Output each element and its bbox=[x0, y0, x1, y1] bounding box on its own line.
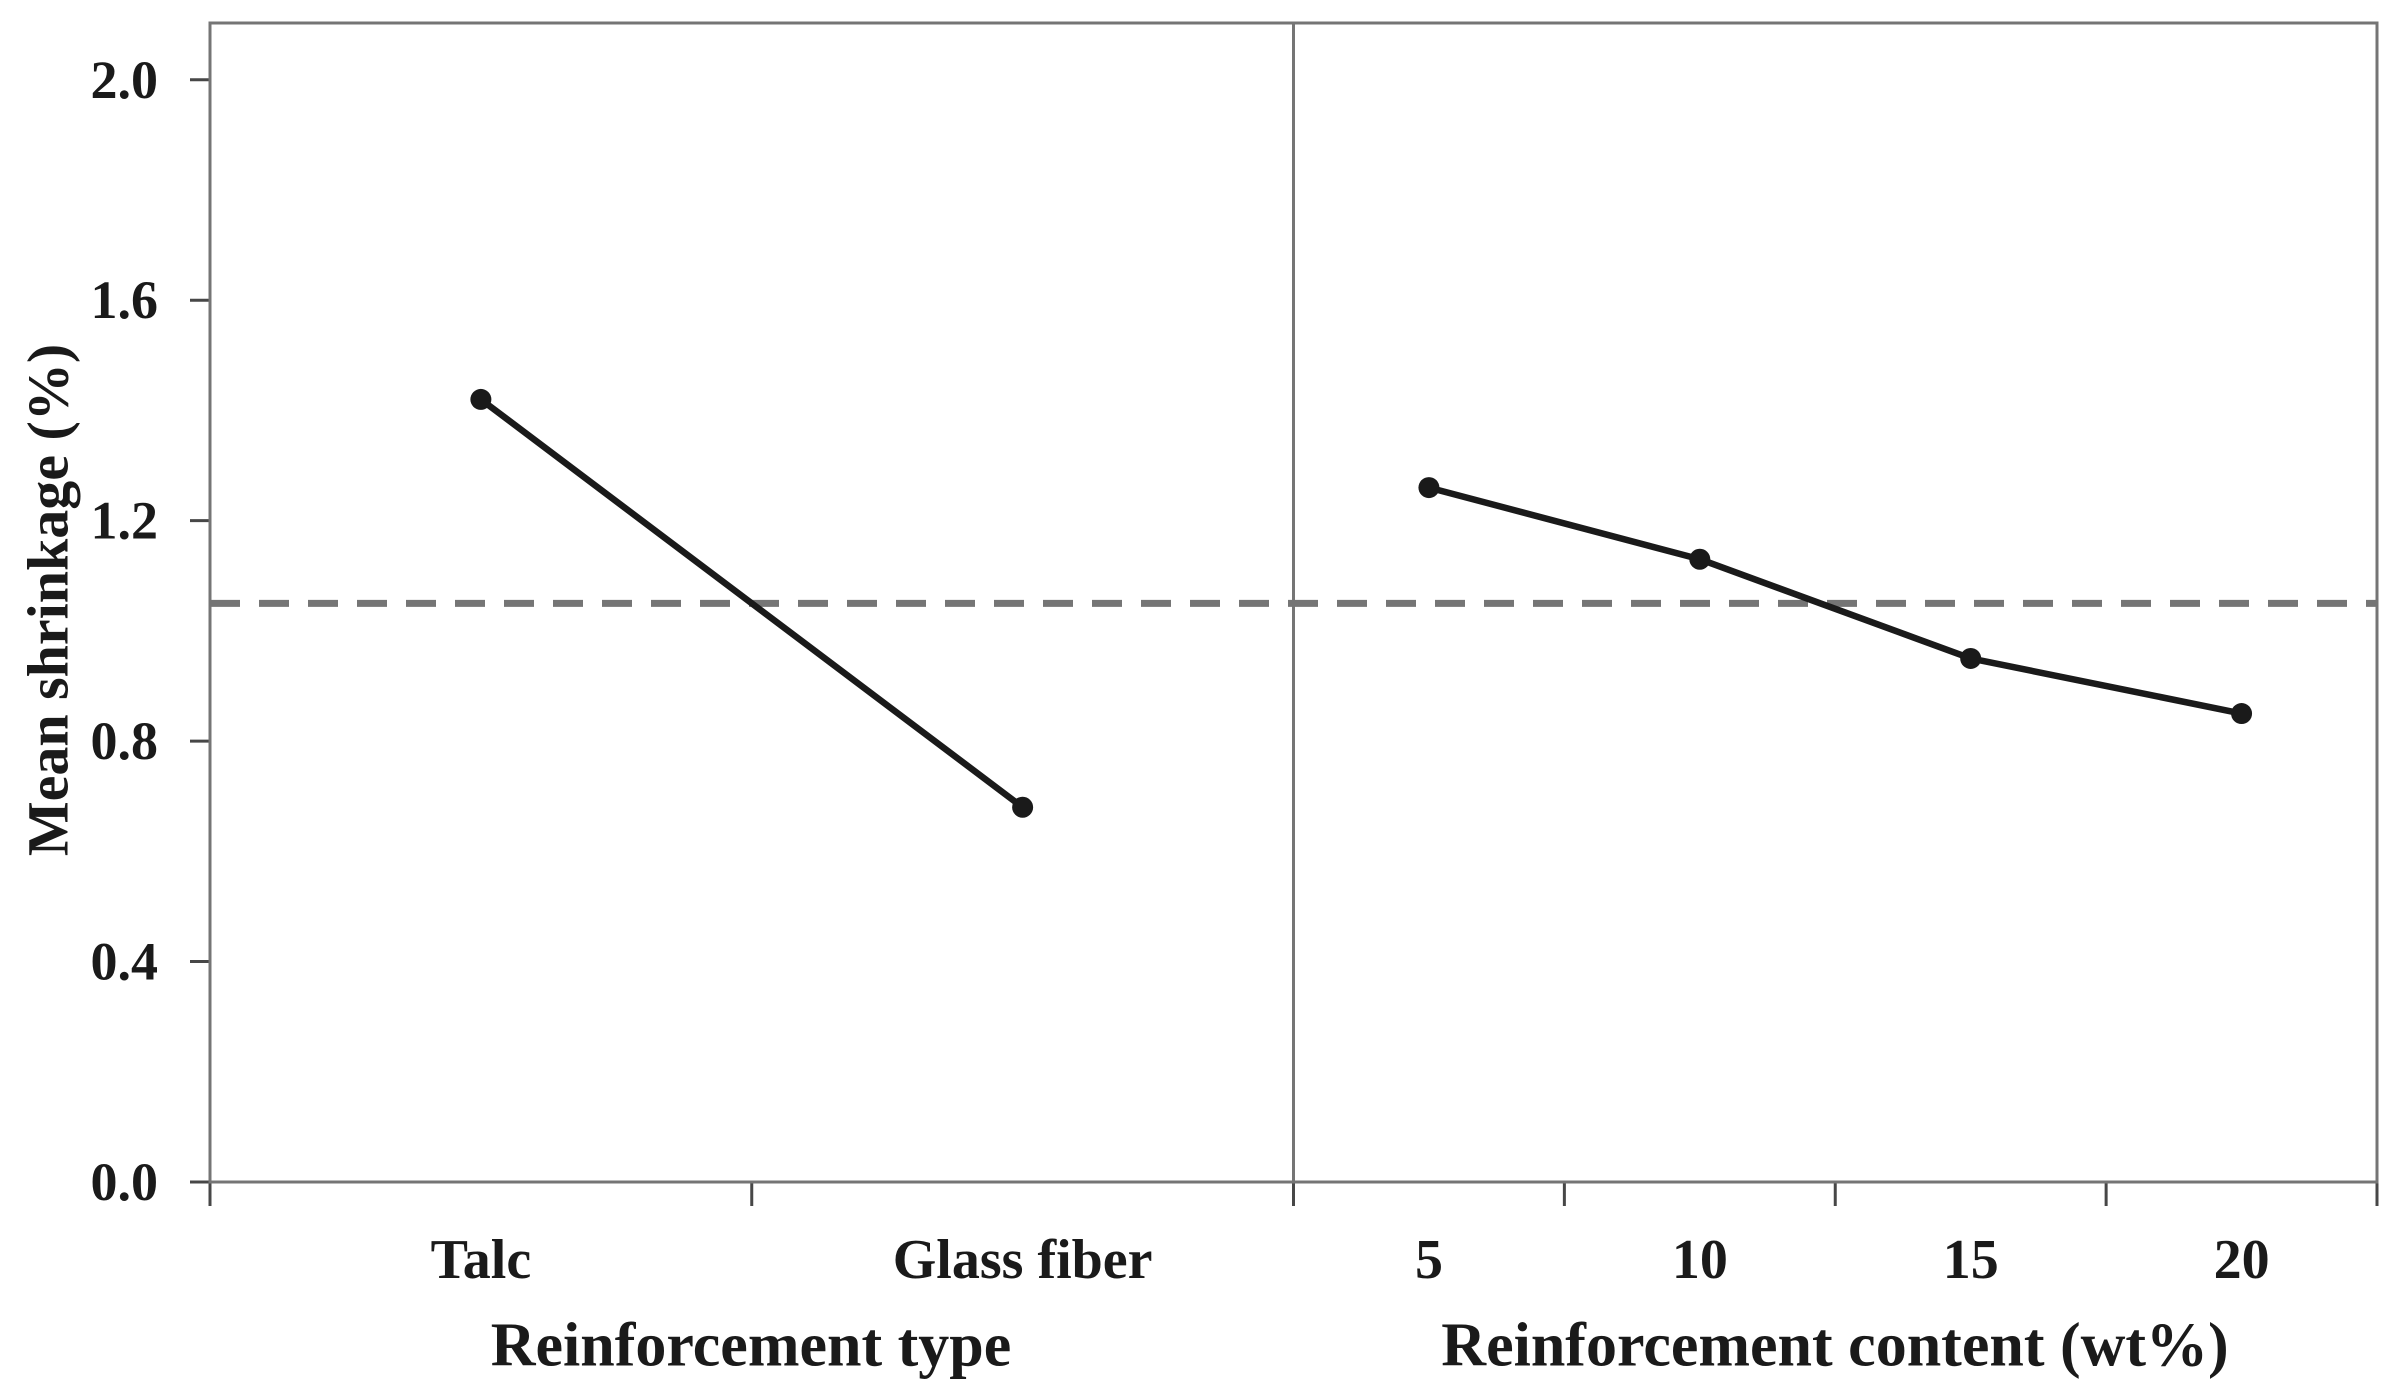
series-line-panel-2 bbox=[1425, 484, 2245, 717]
x-tick-label: 15 bbox=[1943, 1229, 1999, 1291]
data-point-15 bbox=[1960, 647, 1982, 669]
y-tick-label: 0.8 bbox=[91, 711, 159, 771]
series-line-panel-1 bbox=[477, 396, 1026, 811]
y-tick-label: 0.4 bbox=[91, 932, 159, 992]
data-point-20 bbox=[2231, 703, 2253, 725]
y-tick-label: 1.6 bbox=[91, 270, 159, 330]
y-tick-label: 1.2 bbox=[91, 491, 159, 551]
data-point-10 bbox=[1689, 548, 1711, 570]
y-tick-label: 0.0 bbox=[91, 1152, 159, 1212]
data-point-glass-fiber bbox=[1012, 796, 1034, 818]
x-tick-label: 20 bbox=[2214, 1229, 2270, 1291]
x-tick-label: 10 bbox=[1672, 1229, 1728, 1291]
data-point-talc bbox=[470, 388, 492, 410]
x-tick-label: Talc bbox=[431, 1229, 532, 1291]
x-tick-label: Glass fiber bbox=[893, 1229, 1153, 1291]
y-tick-label: 2.0 bbox=[91, 50, 159, 110]
x-axis-title-reinforcement-content: Reinforcement content (wt%) bbox=[1441, 1311, 2229, 1380]
y-axis-title: Mean shrinkage (%) bbox=[15, 343, 81, 857]
x-axis-title-reinforcement-type: Reinforcement type bbox=[490, 1311, 1012, 1380]
x-tick-label: 5 bbox=[1415, 1229, 1443, 1291]
data-point-5 bbox=[1418, 477, 1440, 499]
